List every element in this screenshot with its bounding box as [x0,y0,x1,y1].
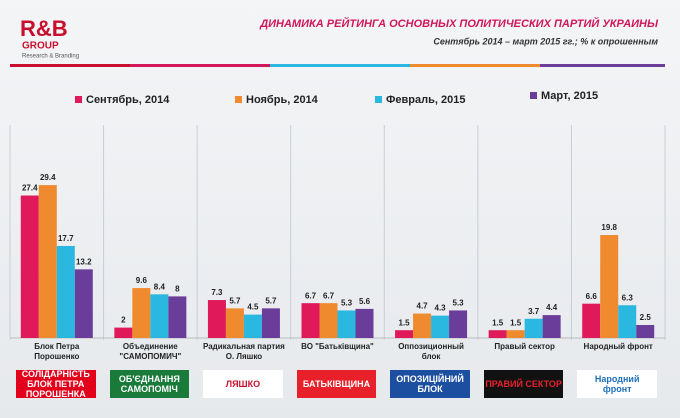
legend-swatch [75,96,82,103]
bar [20,195,39,338]
value-label: 29.4 [40,173,56,182]
category-label: Объединение "САМОПОМИЧ" [119,342,182,361]
value-label: 3.7 [528,307,540,316]
bar [132,288,151,338]
party-logo: ПРАВИЙ СЕКТОР [483,370,564,398]
bar [355,308,374,338]
legend-label: Февраль, 2015 [386,94,465,106]
bar [618,305,637,338]
category-label: Правый сектор [494,342,555,351]
chart-subtitle: Сентябрь 2014 – март 2015 гг.; % к опрош… [433,36,658,46]
stripe [270,64,410,67]
value-label: 5.3 [341,299,353,308]
party-logo: ОПОЗИЦІЙНИЙ БЛОК [390,370,470,398]
legend-swatch [530,92,537,99]
bar [431,315,450,338]
legend-label: Март, 2015 [541,90,598,102]
bar [524,318,543,338]
bar [114,327,133,338]
value-label: 4.7 [417,302,429,311]
bar [225,308,244,338]
category-label: Блок Петра Порошенко [34,342,80,361]
bar [243,314,262,338]
party-logo: Народний фронт [577,370,657,398]
value-label: 2 [121,316,126,325]
bar [150,294,169,338]
bar [337,310,356,338]
bar [506,330,525,338]
stripe [130,64,270,67]
bar [207,300,226,338]
bar [413,313,432,338]
party-logo: СОЛІДАРНІСТЬ БЛОК ПЕТРА ПОРОШЕНКА [16,369,96,399]
bar [56,245,75,338]
value-label: 27.4 [22,184,38,193]
legend-label: Ноябрь, 2014 [246,94,319,106]
party-logo: ЛЯШКО [203,370,283,398]
bar [261,308,280,338]
value-label: 5.7 [265,296,277,305]
value-label: 17.7 [58,234,74,243]
value-label: 2.5 [640,313,652,322]
value-label: 8 [175,285,180,294]
bar [542,315,561,338]
bar [38,185,57,338]
value-label: 7.3 [211,288,223,297]
bar [582,303,601,338]
value-label: 6.3 [622,293,634,302]
stripe [540,64,665,67]
bar [488,330,507,338]
bar [74,269,93,338]
category-label: Радикальная партия О. Ляшко [202,342,285,361]
category-label: ВО "Батьківщина" [301,342,374,351]
legend-swatch [375,96,382,103]
value-label: 4.5 [247,303,259,312]
value-label: 1.5 [492,318,504,327]
value-label: 5.7 [229,296,241,305]
bar [301,303,320,338]
value-label: 13.2 [76,257,92,266]
bar [600,235,619,338]
legend-swatch [235,96,242,103]
bar [319,303,338,338]
value-label: 4.3 [435,304,447,313]
party-logo: ОБ'ЄДНАННЯ САМОПОМІЧ [109,370,190,398]
party-logo: БАТЬКІВЩИНА [296,370,377,398]
bar [636,325,655,338]
category-label: Оппозиционный блок [398,342,464,361]
bar [449,310,468,338]
stripe [10,64,130,67]
brand-logo: R&B [20,16,68,41]
value-label: 6.7 [323,291,335,300]
value-label: 9.6 [136,276,148,285]
stripe [410,64,540,67]
value-label: 8.4 [154,282,166,291]
value-label: 1.5 [510,318,522,327]
brand-tagline: Research & Branding [22,54,79,60]
value-label: 19.8 [601,223,617,232]
brand-group: GROUP [22,41,59,52]
chart-title: ДИНАМИКА РЕЙТИНГА ОСНОВНЫХ ПОЛИТИЧЕСКИХ … [259,17,659,30]
bar [395,330,414,338]
category-label: Народный фронт [583,342,653,351]
value-label: 5.6 [359,297,371,306]
bar [168,296,187,338]
value-label: 5.3 [453,299,465,308]
legend-label: Сентябрь, 2014 [86,94,170,106]
value-label: 6.6 [586,292,598,301]
value-label: 4.4 [546,303,558,312]
value-label: 6.7 [305,291,317,300]
value-label: 1.5 [399,318,411,327]
